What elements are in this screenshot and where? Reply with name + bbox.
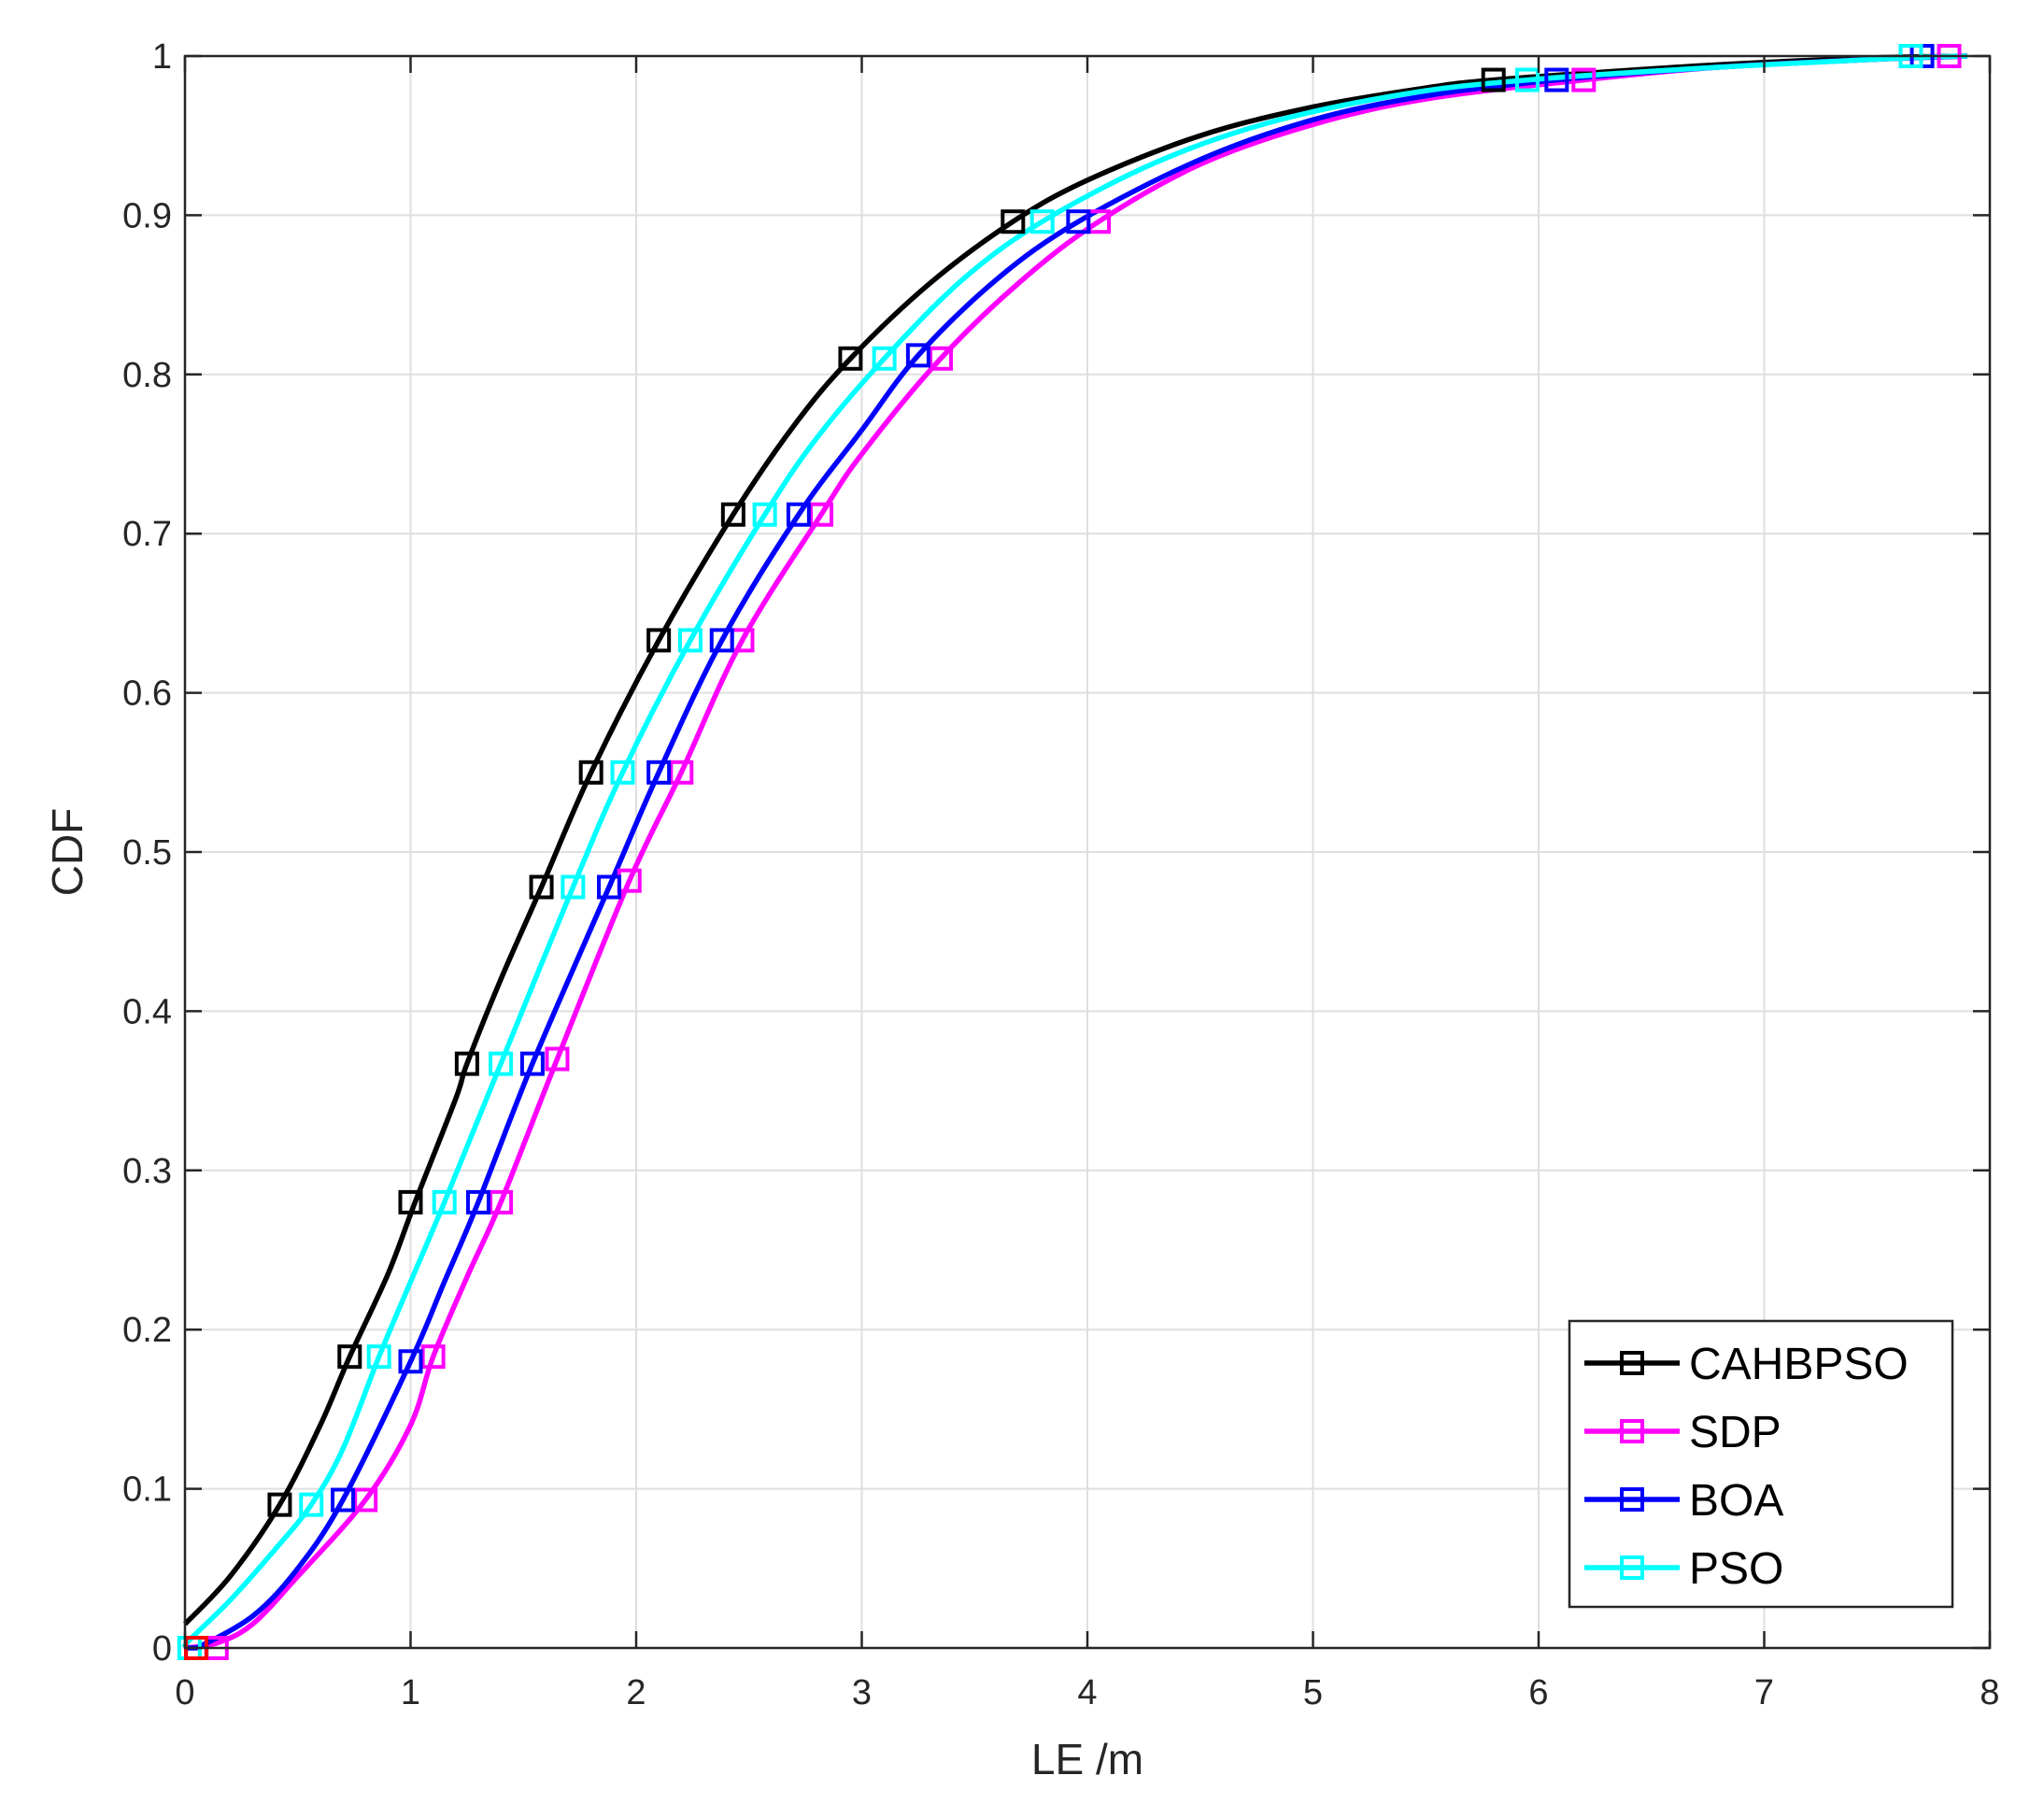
marker-pso: [677, 628, 703, 653]
grid: [185, 56, 1990, 1648]
marker-pso: [366, 1344, 391, 1370]
y-tick-label: 0.1: [122, 1470, 172, 1510]
x-tick-label: 8: [1980, 1673, 1999, 1712]
y-tick-label: 0.6: [122, 675, 172, 714]
marker-sdp: [545, 1046, 570, 1072]
legend-marker-pso: [1620, 1555, 1644, 1580]
plot-frame: [183, 54, 1992, 1650]
marker-sdp: [809, 502, 834, 527]
marker-boa: [519, 1051, 545, 1076]
x-axis-label: LE /m: [1031, 1735, 1143, 1783]
marker-sdp: [420, 1344, 446, 1370]
marker-pso: [752, 502, 777, 527]
axes: [183, 54, 1992, 1650]
series-line-cahbpso: [183, 53, 1967, 1626]
legend-marker-cahbpso: [1620, 1351, 1644, 1375]
marker-cahbpso: [646, 628, 672, 653]
marker-pso: [1029, 209, 1055, 234]
legend-marker-boa: [1620, 1487, 1644, 1512]
marker-cahbpso: [1481, 67, 1506, 92]
legend: CAHBPSO SDP BOA PSO: [1568, 1319, 1954, 1609]
y-tick-label: 0.3: [122, 1152, 172, 1191]
x-tick-label: 4: [1077, 1673, 1097, 1712]
series-line-boa: [185, 53, 1968, 1651]
y-tick-label: 0.7: [122, 515, 172, 554]
marker-pso: [299, 1492, 324, 1517]
marker-boa: [398, 1349, 423, 1374]
series-line-sdp: [184, 53, 1968, 1651]
legend-label-boa: BOA: [1689, 1476, 1783, 1526]
marker-cahbpso: [720, 502, 745, 527]
marker-sdp: [929, 346, 954, 371]
y-tick-label: 0.8: [122, 356, 172, 395]
marker-cahbpso: [838, 346, 863, 371]
series-line-pso: [181, 53, 1967, 1651]
marker-pso: [1514, 67, 1540, 92]
marker-cahbpso: [529, 874, 554, 900]
x-tick-label: 1: [401, 1673, 420, 1712]
marker-boa: [1544, 67, 1569, 92]
marker-pso: [872, 346, 897, 371]
marker-boa: [597, 874, 622, 900]
marker-boa: [905, 343, 930, 368]
marker-cahbpso: [1001, 209, 1026, 234]
x-tick-label: 0: [175, 1673, 194, 1712]
x-tick-label: 6: [1528, 1673, 1548, 1712]
marker-pso: [489, 1051, 514, 1076]
marker-sdp: [353, 1487, 378, 1513]
x-tick-label: 7: [1754, 1673, 1774, 1712]
marker-sdp: [669, 760, 694, 785]
y-axis-label: CDF: [43, 808, 92, 897]
x-tick-label: 3: [852, 1673, 872, 1712]
marker-pso: [561, 874, 586, 900]
x-tick-label: 2: [626, 1673, 646, 1712]
marker-pso: [610, 760, 635, 785]
series-lines: [181, 53, 1968, 1651]
marker-cahbpso: [454, 1051, 479, 1076]
marker-cahbpso: [267, 1492, 292, 1517]
legend-marker-sdp: [1620, 1419, 1644, 1443]
marker-boa: [646, 760, 672, 785]
marker-sdp: [1571, 67, 1597, 92]
legend-label-sdp: SDP: [1689, 1408, 1781, 1457]
legend-label-cahbpso: CAHBPSO: [1689, 1340, 1909, 1389]
legend-label-pso: PSO: [1689, 1544, 1783, 1594]
marker-boa: [331, 1487, 356, 1513]
marker-cahbpso: [578, 760, 603, 785]
marker-cahbpso: [337, 1344, 362, 1370]
y-tick-label: 0.2: [122, 1311, 172, 1350]
y-tick-label: 0: [152, 1629, 172, 1669]
y-tick-label: 0.4: [122, 992, 172, 1031]
tick-labels: 0 1 2 3 4 5 6 7 8 0 0.1 0.2 0.3 0.4 0.5 0.6 0.7 0.8 0.9 1: [122, 37, 1999, 1712]
marker-boa: [709, 628, 734, 653]
y-tick-label: 0.5: [122, 833, 172, 873]
series-markers: [177, 44, 1962, 1660]
marker-cahbpso: [398, 1189, 423, 1215]
y-tick-label: 1: [152, 37, 172, 77]
marker-boa: [786, 502, 811, 527]
x-tick-label: 5: [1303, 1673, 1323, 1712]
marker-boa: [1066, 209, 1091, 234]
marker-sdp: [489, 1189, 514, 1215]
marker-boa: [465, 1189, 490, 1215]
y-tick-label: 0.9: [122, 196, 172, 235]
marker-pso: [432, 1189, 457, 1215]
